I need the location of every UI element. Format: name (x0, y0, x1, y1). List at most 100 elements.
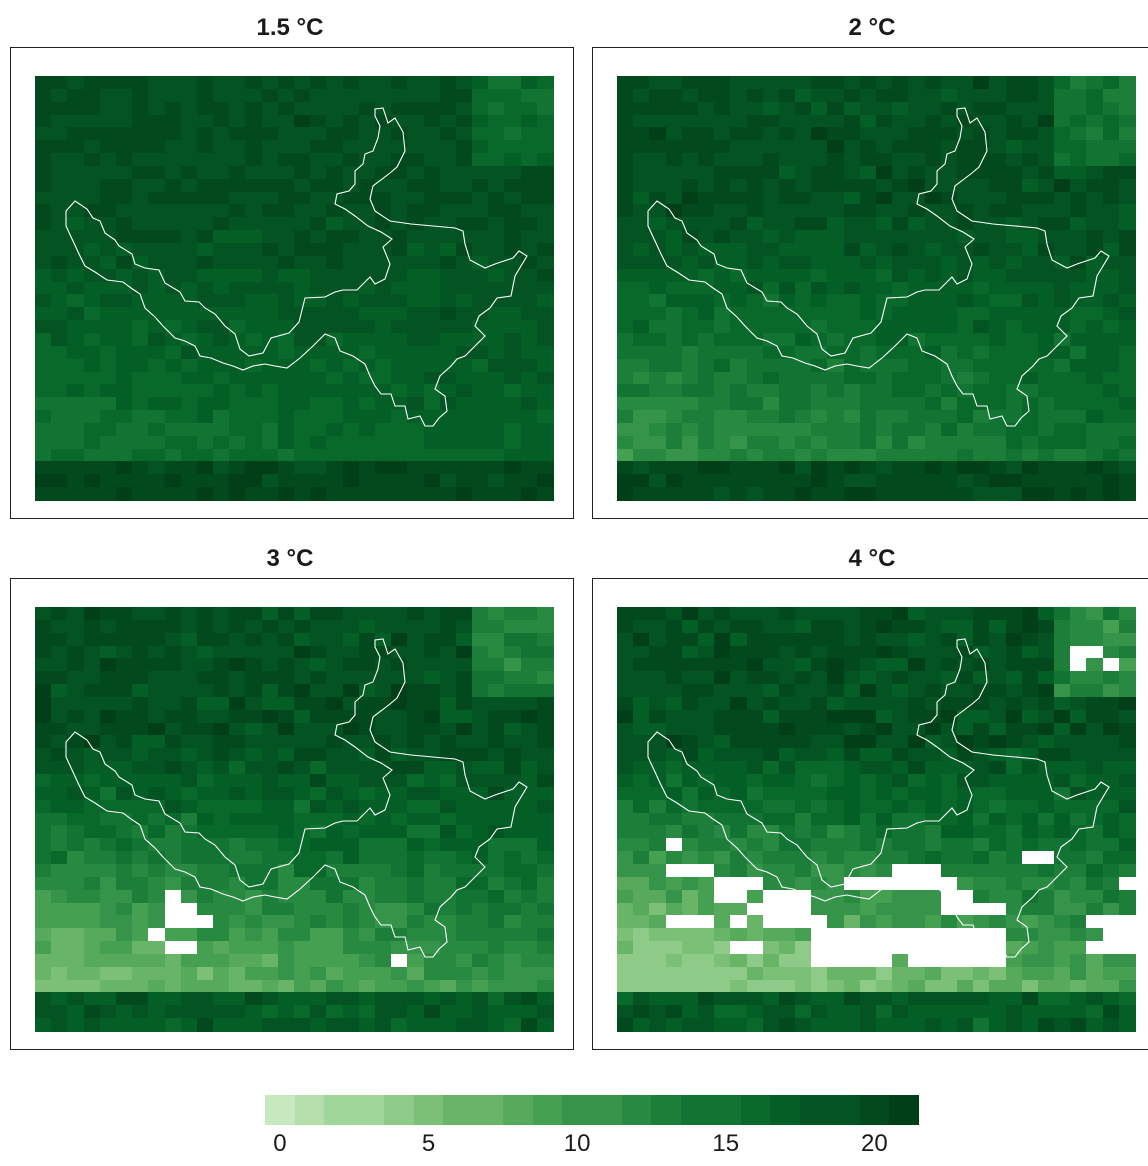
grid-cell (294, 165, 311, 180)
grid-cell (213, 127, 230, 141)
grid-cell (504, 153, 522, 167)
grid-cell (35, 140, 52, 154)
grid-cell (326, 140, 344, 154)
grid-cell (35, 165, 52, 180)
grid-cell (536, 165, 554, 180)
grid-cell (148, 101, 166, 116)
grid-cell (229, 127, 247, 141)
grid-cell (196, 76, 214, 90)
grid-cell (213, 140, 230, 154)
grid-cell (536, 127, 554, 141)
grid-cell (261, 88, 279, 103)
region-boundary (65, 107, 528, 427)
colorbar-ticks: 0 5 10 15 20 (265, 1130, 919, 1166)
grid-cell (196, 140, 214, 154)
colorbar-step (265, 1095, 296, 1125)
grid-cell (132, 88, 149, 103)
grid-cell (407, 153, 425, 167)
grid-cell (423, 153, 441, 167)
grid-cell (229, 88, 247, 103)
grid-cell (35, 76, 52, 90)
grid-cell (342, 114, 360, 128)
grid-cell (148, 165, 166, 180)
grid-cell (261, 127, 279, 141)
grid-cell (245, 76, 263, 90)
grid-cell (51, 140, 68, 154)
grid-cell (99, 140, 117, 154)
grid-cell (245, 114, 263, 128)
grid-cell (132, 153, 149, 167)
grid-cell (439, 76, 457, 90)
grid-cell (132, 114, 149, 128)
grid-cell (342, 101, 360, 116)
grid-cell (245, 165, 263, 180)
grid-cell (358, 101, 376, 116)
grid-cell (164, 191, 182, 206)
grid-cell (536, 140, 554, 154)
colorbar-step (562, 1095, 593, 1125)
grid-cell (472, 114, 489, 128)
grid-cell (407, 76, 425, 90)
grid-cell (504, 101, 522, 116)
grid-cell (277, 127, 295, 141)
colorbar-step (413, 1095, 444, 1125)
grid-cell (520, 114, 538, 128)
grid-cell (83, 178, 101, 193)
grid-cell (391, 153, 408, 167)
grid-cell (536, 191, 554, 206)
map-panel-3 (10, 578, 574, 1050)
grid-cell (99, 76, 117, 90)
grid-cell (35, 153, 52, 167)
grid-cell (439, 101, 457, 116)
region-outline (647, 638, 1110, 958)
grid-cell (294, 153, 311, 167)
grid-cell (229, 114, 247, 128)
grid-cell (196, 127, 214, 141)
grid-cell (439, 88, 457, 103)
grid-cell (115, 88, 133, 103)
grid-cell (213, 114, 230, 128)
grid-cell (245, 101, 263, 116)
region-boundary (647, 638, 1110, 958)
grid-cell (326, 191, 344, 206)
grid-cell (180, 153, 198, 167)
grid-cell (115, 178, 133, 193)
grid-cell (294, 88, 311, 103)
grid-cell (407, 191, 425, 206)
grid-cell (439, 153, 457, 167)
grid-cell (536, 76, 554, 90)
grid-cell (310, 76, 327, 90)
colorbar-step (592, 1095, 623, 1125)
grid-cell (374, 165, 392, 180)
grid-cell (504, 191, 522, 206)
grid-cell (67, 114, 85, 128)
grid-cell (504, 114, 522, 128)
grid-cell (391, 88, 408, 103)
grid-cell (310, 178, 327, 193)
grid-cell (99, 114, 117, 128)
map-grid-1 (35, 76, 554, 501)
grid-cell (229, 140, 247, 154)
grid-cell (164, 178, 182, 193)
grid-cell (67, 101, 85, 116)
grid-cell (229, 165, 247, 180)
grid-cell (148, 153, 166, 167)
grid-cell (180, 140, 198, 154)
colorbar-step (829, 1095, 861, 1125)
grid-cell (423, 101, 441, 116)
grid-cell (115, 191, 133, 206)
grid-cell (294, 127, 311, 141)
grid-cell (407, 88, 425, 103)
map-panel-4 (592, 578, 1148, 1050)
map-panel-1 (10, 47, 574, 519)
grid-cell (536, 101, 554, 116)
grid-cell (488, 76, 506, 90)
grid-cell (488, 153, 506, 167)
colorbar-step (502, 1095, 534, 1125)
grid-cell (180, 165, 198, 180)
grid-cell (423, 114, 441, 128)
grid-cell (67, 76, 85, 90)
region-outline (65, 107, 528, 427)
grid-cell (83, 140, 101, 154)
grid-cell (472, 140, 489, 154)
